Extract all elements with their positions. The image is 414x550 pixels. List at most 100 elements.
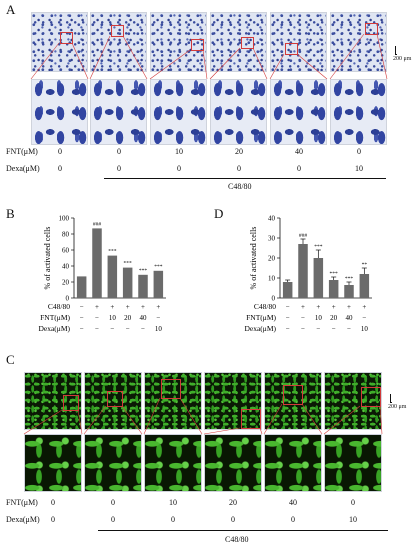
condition-cell: − xyxy=(95,325,99,333)
c48-bracket-line-c xyxy=(98,530,388,531)
micrograph-a-overview-4 xyxy=(210,12,267,72)
condition-cell: − xyxy=(126,325,130,333)
significance-mark-3: *** xyxy=(108,249,117,255)
micrograph-a-zoom-1 xyxy=(31,79,88,145)
scale-bar-c-text: 200 μm xyxy=(388,404,407,410)
roi-box xyxy=(241,37,254,49)
significance-mark-4: *** xyxy=(330,271,339,277)
condition-cell: 20 xyxy=(330,314,338,322)
roi-box xyxy=(63,395,79,411)
dexa-value-c-4: 0 xyxy=(231,515,235,524)
roi-box xyxy=(191,39,204,51)
dexa-row-label-a: Dexa(μM) xyxy=(6,164,40,173)
y-tick-label: 20 xyxy=(62,279,70,287)
fnt-value-c-1: 0 xyxy=(51,498,55,507)
fnt-value-c-3: 10 xyxy=(169,498,177,507)
condition-cell: + xyxy=(316,303,320,311)
bar-4 xyxy=(122,267,133,298)
bar-6 xyxy=(359,274,370,298)
bar-6 xyxy=(153,270,164,298)
condition-cell: − xyxy=(316,325,320,333)
scale-bar-a-text: 200 μm xyxy=(393,56,412,62)
c48-label-a: C48/80 xyxy=(228,182,252,191)
fnt-value-a-4: 20 xyxy=(235,147,243,156)
scale-bar-a xyxy=(395,46,397,55)
condition-cell: − xyxy=(301,314,305,322)
dexa-value-a-6: 10 xyxy=(355,164,363,173)
condition-cell: 40 xyxy=(346,314,354,322)
bar-2 xyxy=(298,244,308,298)
condition-row-label: Dexa(μM) xyxy=(244,324,276,333)
dexa-value-a-2: 0 xyxy=(117,164,121,173)
roi-box xyxy=(365,23,378,35)
fnt-value-a-1: 0 xyxy=(58,147,62,156)
y-axis-label: % of activated cells xyxy=(249,227,258,290)
significance-mark-2: ### xyxy=(299,233,308,239)
condition-cell: + xyxy=(95,303,99,311)
fnt-row-label-a: FNT(μM) xyxy=(6,147,38,156)
c48-label-c: C48/80 xyxy=(225,535,249,544)
bar-chart-d: 0 10 20 30 40 % of activated cells − − − ### + − − **… xyxy=(244,215,372,333)
bar-1 xyxy=(76,276,87,298)
micrograph-a-zoom-5 xyxy=(270,79,327,145)
fnt-value-a-6: 0 xyxy=(357,147,361,156)
fnt-row-label-c: FNT(μM) xyxy=(6,498,38,507)
condition-cell: + xyxy=(362,303,366,311)
y-tick-label: 0 xyxy=(272,295,276,303)
y-tick-label: 40 xyxy=(62,263,70,271)
c48-bracket-line-a xyxy=(104,178,386,179)
condition-cell: 10 xyxy=(109,314,117,322)
roi-box xyxy=(161,379,181,399)
micrograph-c-zoom-3 xyxy=(144,434,202,492)
condition-cell: − xyxy=(286,325,290,333)
micrograph-a-overview-1 xyxy=(31,12,88,72)
micrograph-c-overview-1 xyxy=(24,372,82,430)
micrograph-c-zoom-4 xyxy=(204,434,262,492)
condition-cell: + xyxy=(110,303,114,311)
fnt-value-c-2: 0 xyxy=(111,498,115,507)
fnt-value-a-2: 0 xyxy=(117,147,121,156)
condition-row-label: C48/80 xyxy=(48,302,70,311)
significance-mark-4: *** xyxy=(124,261,132,267)
condition-cell: − xyxy=(286,303,290,311)
condition-row-label: FNT(μM) xyxy=(246,313,276,322)
micrograph-c-zoom-6 xyxy=(324,434,382,492)
dexa-value-c-5: 0 xyxy=(291,515,295,524)
micrograph-a-zoom-6 xyxy=(330,79,387,145)
scale-bar-c xyxy=(390,394,392,403)
condition-row-label: FNT(μM) xyxy=(40,313,70,322)
dexa-row-label-c: Dexa(μM) xyxy=(6,515,40,524)
condition-cell: − xyxy=(141,325,145,333)
condition-cell: 20 xyxy=(124,314,131,322)
micrograph-c-zoom-5 xyxy=(264,434,322,492)
bar-chart-b: 0 20 40 60 80 100 % of activated cells − − − ### + −… xyxy=(38,215,166,333)
y-tick-label: 60 xyxy=(62,247,70,255)
significance-mark-2: ### xyxy=(93,221,102,227)
y-tick-label: 20 xyxy=(268,255,276,263)
bar-2 xyxy=(92,228,102,298)
roi-box xyxy=(285,43,298,55)
micrograph-c-overview-5 xyxy=(264,372,322,430)
y-tick-label: 100 xyxy=(59,215,70,223)
condition-row-label: Dexa(μM) xyxy=(38,324,70,333)
fnt-value-c-4: 20 xyxy=(229,498,237,507)
micrograph-a-zoom-3 xyxy=(150,79,207,145)
condition-cell: 10 xyxy=(315,314,323,322)
bar-4 xyxy=(328,280,339,298)
fnt-value-c-6: 0 xyxy=(351,498,355,507)
condition-cell: − xyxy=(80,314,84,322)
condition-cell: − xyxy=(80,325,84,333)
condition-cell: − xyxy=(110,325,114,333)
condition-cell: + xyxy=(301,303,305,311)
dexa-value-c-2: 0 xyxy=(111,515,115,524)
y-axis-label: % of activated cells xyxy=(43,227,52,290)
y-tick-label: 80 xyxy=(62,231,70,239)
micrograph-a-overview-3 xyxy=(150,12,207,72)
micrograph-c-overview-2 xyxy=(84,372,142,430)
y-tick-label: 0 xyxy=(66,295,70,303)
condition-cell: − xyxy=(362,314,366,322)
roi-box xyxy=(60,32,73,44)
y-tick-label: 30 xyxy=(268,235,276,243)
condition-cell: − xyxy=(95,314,99,322)
significance-mark-5: *** xyxy=(139,268,148,274)
